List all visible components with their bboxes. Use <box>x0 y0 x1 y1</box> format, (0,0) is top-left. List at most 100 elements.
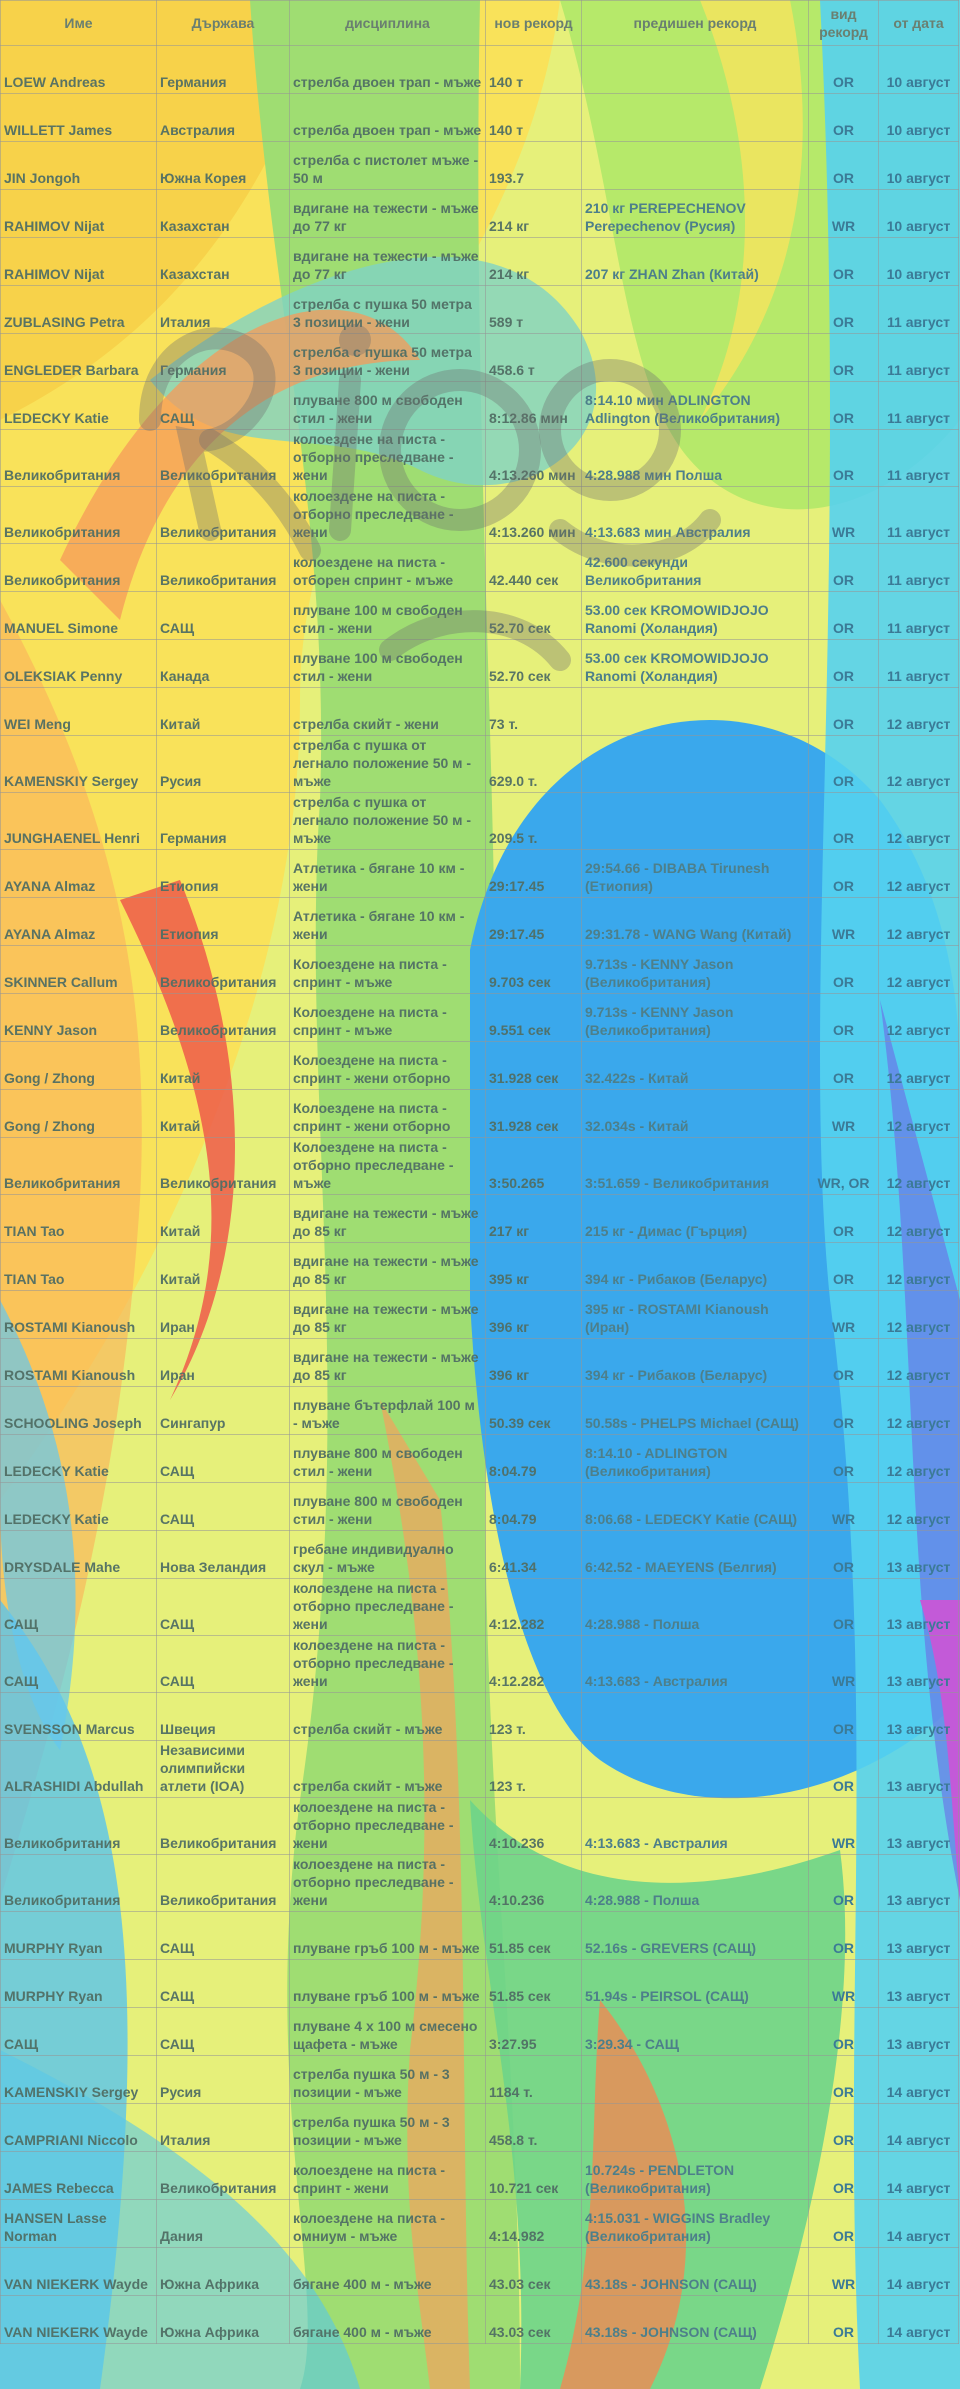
cell-previous-record: 8:14.10 мин ADLINGTON Adlington (Великоб… <box>581 381 809 430</box>
cell-new-record: 4:12.282 <box>485 1635 582 1693</box>
table-row: САЩ САЩ колоездене на писта - отборно прес… <box>0 1635 959 1693</box>
cell-date: 13 август <box>878 1959 959 2008</box>
cell-country: Русия <box>156 2055 290 2104</box>
cell-date: 12 август <box>878 1242 959 1291</box>
table-row: JAMES Rebecca Великобритания колоездене на… <box>0 2151 959 2200</box>
cell-previous-record: 32.034s - Китай <box>581 1089 809 1138</box>
cell-record-type: OR <box>808 2007 879 2056</box>
cell-date: 13 август <box>878 1740 959 1798</box>
cell-name: VAN NIEKERK Wayde <box>0 2247 157 2296</box>
cell-country: Иран <box>156 1290 290 1339</box>
cell-date: 12 август <box>878 993 959 1042</box>
cell-date: 12 август <box>878 897 959 946</box>
cell-name: WILLETT James <box>0 93 157 142</box>
cell-discipline: бягане 400 м - мъже <box>289 2295 486 2344</box>
cell-discipline: стрелба двоен трап - мъже <box>289 93 486 142</box>
cell-name: Великобритания <box>0 543 157 592</box>
cell-new-record: 396 кг <box>485 1290 582 1339</box>
table-row: LEDECKY Katie САЩ плуване 800 м свободен с… <box>0 381 959 430</box>
cell-name: ZUBLASING Petra <box>0 285 157 334</box>
cell-country: САЩ <box>156 1434 290 1483</box>
cell-new-record: 458.6 т <box>485 333 582 382</box>
cell-name: SKINNER Callum <box>0 945 157 994</box>
cell-new-record: 4:12.282 <box>485 1578 582 1636</box>
cell-previous-record: 4:15.031 - WIGGINS Bradley (Великобритан… <box>581 2199 809 2248</box>
cell-name: CAMPRIANI Niccolo <box>0 2103 157 2152</box>
cell-country: Китай <box>156 1194 290 1243</box>
cell-country: Етиопия <box>156 849 290 898</box>
cell-new-record: 8:12.86 мин <box>485 381 582 430</box>
cell-new-record: 123 т. <box>485 1692 582 1741</box>
cell-previous-record: 4:28.988 - Полша <box>581 1578 809 1636</box>
cell-name: MURPHY Ryan <box>0 1959 157 2008</box>
cell-discipline: Колоездене на писта - спринт - мъже <box>289 945 486 994</box>
cell-new-record: 29:17.45 <box>485 849 582 898</box>
cell-record-type: WR <box>808 1290 879 1339</box>
header-row: Име Държава дисциплина нов рекорд предиш… <box>0 0 959 46</box>
cell-record-type: OR <box>808 1338 879 1387</box>
cell-country: Южна Африка <box>156 2247 290 2296</box>
cell-new-record: 8:04.79 <box>485 1482 582 1531</box>
table-row: ALRASHIDI Abdullah Независими олимпийски … <box>0 1740 959 1798</box>
cell-record-type: OR <box>808 1911 879 1960</box>
cell-date: 11 август <box>878 591 959 640</box>
cell-country: Южна Корея <box>156 141 290 190</box>
cell-country: САЩ <box>156 1635 290 1693</box>
cell-new-record: 214 кг <box>485 237 582 286</box>
cell-country: Великобритания <box>156 429 290 487</box>
cell-date: 14 август <box>878 2103 959 2152</box>
cell-date: 13 август <box>878 1578 959 1636</box>
table-row: MURPHY Ryan САЩ плуване гръб 100 м - мъже 5… <box>0 1959 959 2008</box>
cell-country: Великобритания <box>156 1854 290 1912</box>
cell-previous-record: 51.94s - PEIRSOL (САЩ) <box>581 1959 809 2008</box>
cell-record-type: OR <box>808 1386 879 1435</box>
cell-date: 10 август <box>878 189 959 238</box>
cell-discipline: колоездене на писта - отборно преследван… <box>289 486 486 544</box>
cell-country: САЩ <box>156 591 290 640</box>
cell-record-type: OR <box>808 1530 879 1579</box>
cell-discipline: Колоездене на писта - спринт - жени отбо… <box>289 1089 486 1138</box>
cell-country: Казахстан <box>156 189 290 238</box>
table-row: AYANA Almaz Етиопия Атлетика - бягане 10 к… <box>0 897 959 946</box>
cell-previous-record: 50.58s - PHELPS Michael (САЩ) <box>581 1386 809 1435</box>
cell-discipline: колоездене на писта - отборно преследван… <box>289 1854 486 1912</box>
cell-country: Казахстан <box>156 237 290 286</box>
cell-discipline: стрелба скийт - мъже <box>289 1740 486 1798</box>
cell-date: 13 август <box>878 1854 959 1912</box>
cell-discipline: плуване 4 х 100 м смесено щафета - мъже <box>289 2007 486 2056</box>
cell-previous-record: 4:28.988 - Полша <box>581 1854 809 1912</box>
table-row: Великобритания Великобритания колоездене н… <box>0 1854 959 1912</box>
cell-previous-record: 4:13.683 мин Австралия <box>581 486 809 544</box>
cell-previous-record: 52.16s - GREVERS (САЩ) <box>581 1911 809 1960</box>
cell-discipline: стрелба пушка 50 м - 3 позиции - мъже <box>289 2055 486 2104</box>
cell-new-record: 51.85 сек <box>485 1959 582 2008</box>
table-row: HANSEN Lasse Norman Дания колоездене на пи… <box>0 2199 959 2248</box>
cell-discipline: Колоездене на писта - спринт - мъже <box>289 993 486 1042</box>
cell-name: KENNY Jason <box>0 993 157 1042</box>
cell-date: 11 август <box>878 333 959 382</box>
cell-record-type: OR <box>808 237 879 286</box>
cell-previous-record: 53.00 сек KROMOWIDJOJO Ranomi (Холандия) <box>581 591 809 640</box>
cell-record-type: OR <box>808 1242 879 1291</box>
cell-country: САЩ <box>156 1482 290 1531</box>
cell-date: 11 август <box>878 381 959 430</box>
cell-new-record: 8:04.79 <box>485 1434 582 1483</box>
cell-previous-record: 32.422s - Китай <box>581 1041 809 1090</box>
cell-discipline: гребане индивидуално скул - мъже <box>289 1530 486 1579</box>
cell-previous-record <box>581 141 809 190</box>
cell-discipline: стрелба с пушка 50 метра 3 позиции - жен… <box>289 285 486 334</box>
cell-discipline: бягане 400 м - мъже <box>289 2247 486 2296</box>
cell-new-record: 10.721 сек <box>485 2151 582 2200</box>
cell-discipline: стрелба с пушка от легнало положение 50 … <box>289 735 486 793</box>
cell-previous-record: 43.18s - JOHNSON (САЩ) <box>581 2247 809 2296</box>
cell-date: 14 август <box>878 2151 959 2200</box>
table-row: TIAN Tao Китай вдигане на тежести - мъже д… <box>0 1194 959 1243</box>
cell-country: Великобритания <box>156 2151 290 2200</box>
cell-date: 11 август <box>878 486 959 544</box>
cell-name: Gong / Zhong <box>0 1041 157 1090</box>
cell-discipline: плуване 800 м свободен стил - жени <box>289 1482 486 1531</box>
cell-date: 14 август <box>878 2247 959 2296</box>
cell-record-type: OR <box>808 333 879 382</box>
cell-date: 12 август <box>878 849 959 898</box>
